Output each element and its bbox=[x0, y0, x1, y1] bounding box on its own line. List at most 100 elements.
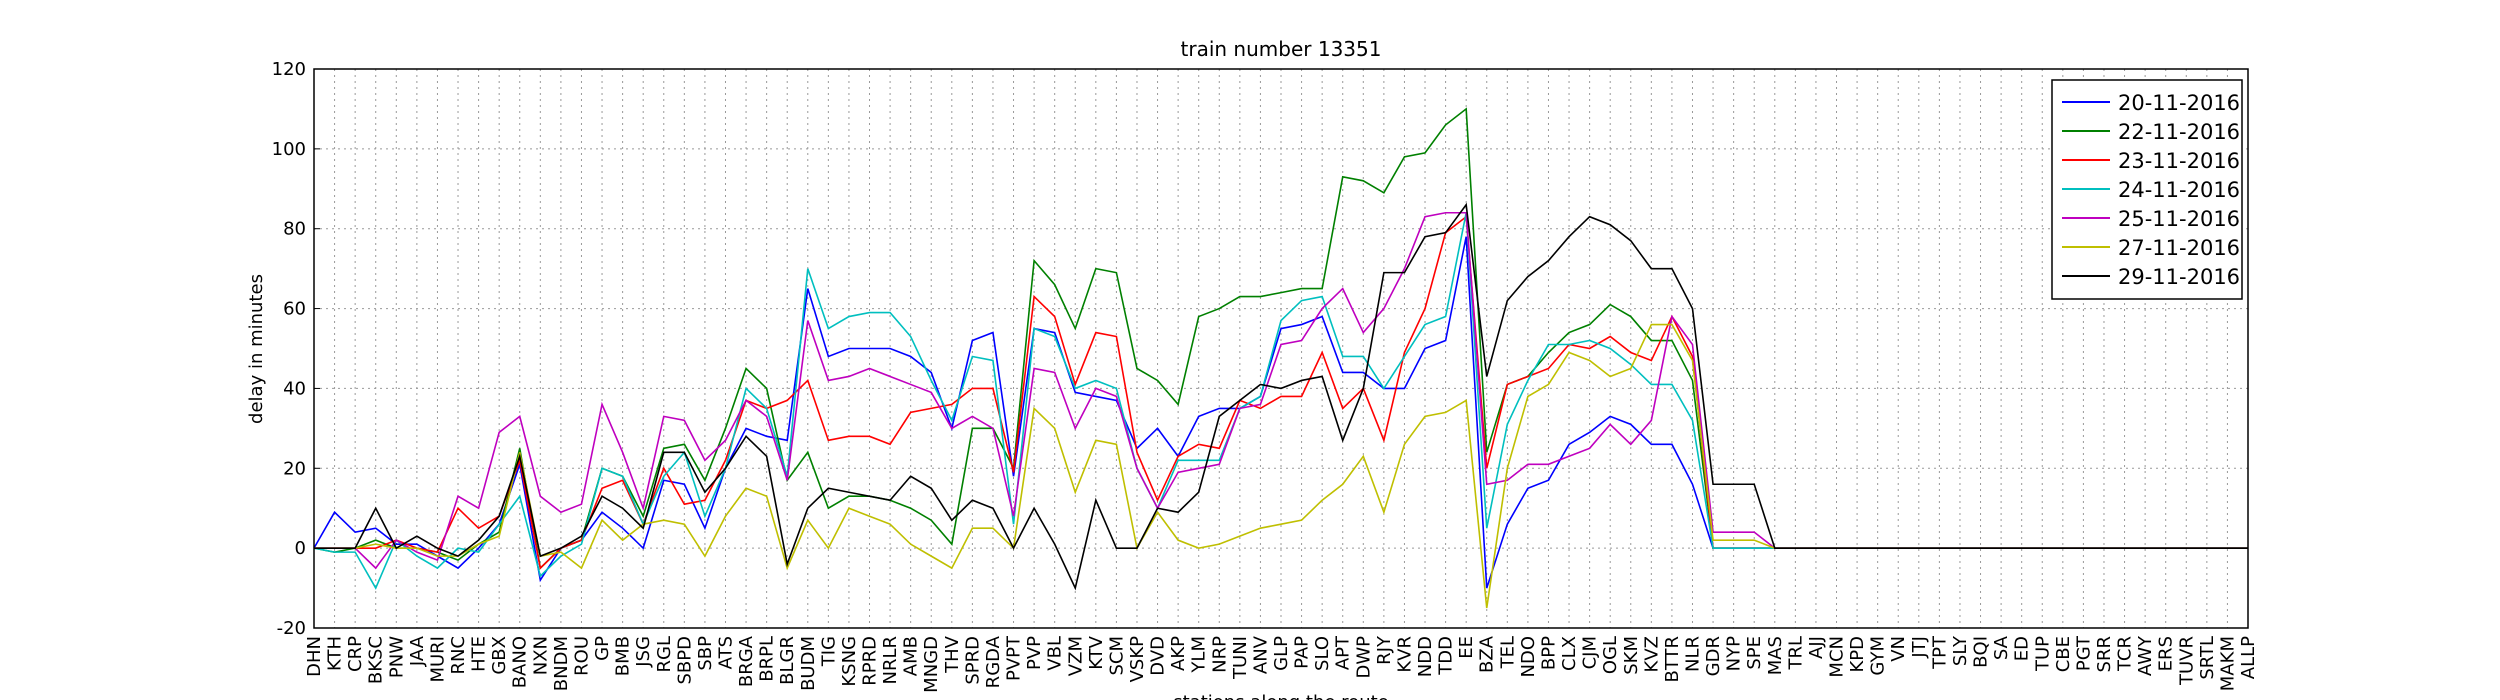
legend-label: 24-11-2016 bbox=[2118, 178, 2240, 202]
x-tick-label: SA bbox=[1991, 635, 2012, 660]
x-tick-label: ROU bbox=[571, 636, 592, 676]
x-tick-label: NRP bbox=[1209, 636, 1230, 673]
x-tick-label: TIG bbox=[818, 636, 839, 667]
x-tick-label: SCM bbox=[1106, 636, 1127, 676]
x-tick-label: BTTR bbox=[1662, 636, 1683, 683]
x-tick-label: KTV bbox=[1086, 635, 1107, 669]
x-tick-label: RNC bbox=[448, 636, 469, 675]
x-tick-label: BNDM bbox=[551, 636, 572, 691]
x-tick-label: CBE bbox=[2053, 636, 2074, 672]
data-line bbox=[314, 202, 2248, 591]
x-tick-label: RJY bbox=[1374, 635, 1395, 665]
x-tick-label: NXN bbox=[530, 636, 551, 675]
x-tick-label: PNW bbox=[386, 636, 407, 678]
x-tick-label: KSNG bbox=[839, 636, 860, 687]
x-tick-label: KVZ bbox=[1641, 636, 1662, 672]
x-tick-label: OGL bbox=[1600, 636, 1621, 674]
y-tick-label: 100 bbox=[272, 139, 306, 160]
x-tick-label: AKP bbox=[1168, 636, 1189, 671]
y-tick-label: -20 bbox=[277, 618, 306, 639]
x-tick-label: VZM bbox=[1065, 636, 1086, 676]
x-tick-label: NLR bbox=[1682, 636, 1703, 672]
y-tick-label: 60 bbox=[283, 299, 306, 320]
y-tick-label: 120 bbox=[272, 59, 306, 80]
x-tick-label: SPRD bbox=[962, 636, 983, 685]
x-tick-label: BANO bbox=[510, 636, 531, 688]
x-tick-label: ED bbox=[2012, 636, 2033, 661]
x-tick-label: AMB bbox=[901, 636, 922, 676]
x-tick-label: DVD bbox=[1148, 636, 1169, 676]
x-tick-label: KVR bbox=[1394, 636, 1415, 673]
x-tick-label: SKM bbox=[1621, 636, 1642, 675]
x-tick-label: TPT bbox=[1929, 635, 1950, 670]
legend-label: 29-11-2016 bbox=[2118, 265, 2240, 289]
x-tick-label: DWP bbox=[1353, 636, 1374, 679]
x-tick-label: SLY bbox=[1950, 635, 1971, 666]
x-tick-label: AWY bbox=[2135, 635, 2156, 676]
x-tick-label: TUP bbox=[2032, 636, 2053, 672]
y-axis-label: delay in minutes bbox=[246, 274, 267, 424]
x-tick-label: RGDA bbox=[983, 635, 1004, 688]
x-tick-label: ANV bbox=[1250, 635, 1271, 674]
x-tick-label: MCN bbox=[1827, 636, 1848, 678]
x-tick-label: GP bbox=[592, 636, 613, 661]
x-tick-label: BKSC bbox=[366, 636, 387, 684]
x-axis-label: stations along the route bbox=[1173, 692, 1388, 700]
x-tick-label: BLGR bbox=[777, 636, 798, 685]
legend: 20-11-2016 22-11-2016 23-11-2016 24-11-2016… bbox=[2051, 79, 2243, 300]
x-tick-label: KPD bbox=[1847, 636, 1868, 673]
legend-label: 27-11-2016 bbox=[2118, 236, 2240, 260]
x-tick-label: VSKP bbox=[1127, 636, 1148, 683]
x-tick-label: CLX bbox=[1559, 636, 1580, 671]
x-tick-label: TCR bbox=[2115, 636, 2136, 672]
x-tick-label: DHN bbox=[304, 636, 325, 677]
x-tick-label: BRGA bbox=[736, 635, 757, 687]
x-tick-label: ERS bbox=[2156, 636, 2177, 671]
y-tick-label: 40 bbox=[283, 378, 306, 399]
plot-frame bbox=[313, 68, 2249, 629]
x-tick-label: TDD bbox=[1436, 636, 1457, 676]
x-tick-label: VBL bbox=[1045, 636, 1066, 671]
x-tick-label: RGL bbox=[654, 636, 675, 672]
x-tick-label: HTE bbox=[469, 636, 490, 672]
x-tick-label: SRTL bbox=[2197, 636, 2218, 680]
x-tick-label: MNGD bbox=[921, 636, 942, 693]
legend-label: 25-11-2016 bbox=[2118, 207, 2240, 231]
legend-label: 20-11-2016 bbox=[2118, 91, 2240, 115]
chart-title: train number 13351 bbox=[1181, 37, 1382, 61]
x-tick-label: BMB bbox=[613, 636, 634, 676]
x-tick-label: NYP bbox=[1724, 636, 1745, 671]
x-tick-label: TEL bbox=[1497, 636, 1518, 669]
x-tick-label: APT bbox=[1333, 635, 1354, 670]
x-tick-label: ATS bbox=[715, 636, 736, 669]
x-tick-label: BPP bbox=[1538, 636, 1559, 670]
x-tick-label: BQI bbox=[1971, 636, 1992, 668]
x-tick-label: JAA bbox=[407, 635, 428, 667]
x-tick-label: GBX bbox=[489, 636, 510, 675]
x-tick-label: SBP bbox=[695, 636, 716, 671]
x-tick-label: SBPD bbox=[674, 636, 695, 685]
x-tick-label: THV bbox=[942, 635, 963, 674]
x-tick-label: GYM bbox=[1868, 636, 1889, 676]
x-tick-label: JTJ bbox=[1909, 636, 1930, 659]
x-tick-label: TUVR bbox=[2176, 636, 2197, 686]
x-tick-label: KTH bbox=[325, 636, 346, 671]
x-tick-label: NRLR bbox=[880, 636, 901, 685]
x-tick-label: MAKM bbox=[2217, 636, 2238, 691]
y-tick-label: 0 bbox=[295, 538, 306, 559]
x-tick-label: PVP bbox=[1024, 636, 1045, 670]
x-tick-label: EE bbox=[1456, 636, 1477, 659]
x-tick-label: BRPL bbox=[757, 636, 778, 682]
x-tick-label: BUDM bbox=[798, 636, 819, 691]
x-tick-label: RPRD bbox=[860, 636, 881, 686]
x-tick-label: SLO bbox=[1312, 636, 1333, 671]
x-tick-label: TRL bbox=[1785, 636, 1806, 671]
x-tick-label: SPE bbox=[1744, 636, 1765, 670]
x-tick-label: BZA bbox=[1477, 635, 1498, 673]
x-tick-label: YLM bbox=[1189, 636, 1210, 674]
x-tick-label: JSG bbox=[633, 636, 654, 668]
legend-box bbox=[2051, 79, 2243, 300]
x-tick-label: VN bbox=[1888, 636, 1909, 662]
x-tick-label: ALLP bbox=[2238, 636, 2259, 679]
data-line bbox=[314, 215, 2248, 570]
